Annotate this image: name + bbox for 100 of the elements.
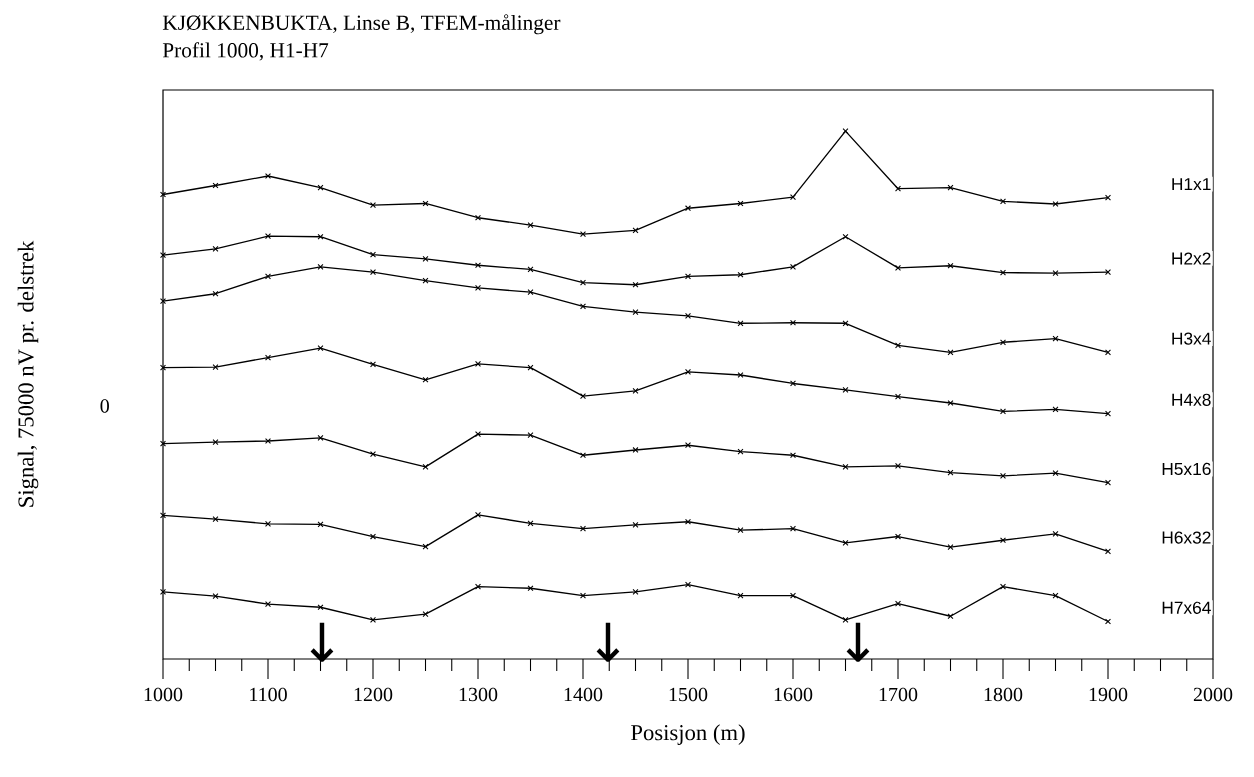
- point: [422, 255, 429, 262]
- point: [265, 354, 272, 361]
- point: [212, 593, 219, 600]
- point: [947, 399, 954, 406]
- point: [684, 518, 692, 525]
- point: [684, 312, 692, 319]
- point: [842, 616, 849, 623]
- text: H3x4: [1172, 332, 1211, 345]
- point: [789, 380, 797, 387]
- point: [737, 592, 744, 599]
- text: H1x1: [1172, 178, 1211, 191]
- point: [212, 516, 219, 523]
- point: [212, 245, 219, 252]
- point: [580, 279, 587, 286]
- point: [1052, 470, 1059, 477]
- point: [317, 604, 324, 611]
- text: H2x2: [1172, 252, 1211, 265]
- point: [999, 269, 1007, 276]
- point: [580, 393, 587, 400]
- point: [317, 521, 324, 528]
- point: [684, 273, 692, 280]
- point: [999, 537, 1007, 544]
- point: [842, 128, 849, 135]
- point: [475, 214, 482, 221]
- point: [894, 533, 902, 540]
- point: [317, 345, 324, 352]
- point: [422, 376, 429, 383]
- point: [265, 273, 272, 280]
- point: [737, 271, 744, 278]
- y-axis-title: Signal, 75000 nV pr. delstrek: [17, 240, 39, 507]
- point: [789, 263, 797, 270]
- point: [684, 581, 692, 588]
- point: [317, 434, 324, 441]
- chart-title: KJØKKENBUKTA, Linse B, TFEM-målinger: [162, 14, 561, 35]
- point: [1104, 269, 1112, 276]
- point: [947, 349, 954, 356]
- point: [999, 198, 1007, 205]
- text: H7x64: [1162, 601, 1211, 614]
- point: [737, 320, 744, 327]
- point: [370, 251, 377, 258]
- point: [580, 303, 587, 310]
- point: [527, 289, 534, 296]
- point: [527, 222, 534, 229]
- point: [894, 185, 902, 192]
- point: [527, 364, 534, 371]
- point: [317, 233, 324, 240]
- point: [475, 431, 482, 438]
- x-axis-title: Posisjon (m): [631, 724, 745, 745]
- x-tick-label: 1200: [354, 687, 393, 702]
- point: [475, 284, 482, 291]
- point: [894, 342, 902, 349]
- point: [894, 600, 902, 607]
- point: [1104, 618, 1112, 625]
- point: [265, 520, 272, 527]
- point: [737, 527, 744, 534]
- annotation: ↓: [310, 622, 334, 662]
- point: [1052, 592, 1059, 599]
- point: [894, 393, 902, 400]
- point: [789, 525, 797, 532]
- point: [632, 281, 639, 288]
- point: [212, 364, 219, 371]
- point: [580, 452, 587, 459]
- point: [684, 442, 692, 449]
- point: [632, 521, 639, 528]
- annotation: ↓: [596, 622, 620, 662]
- point: [1052, 335, 1059, 342]
- point: [842, 539, 849, 546]
- point: [632, 227, 639, 234]
- point: [160, 364, 167, 371]
- point: [947, 262, 954, 269]
- point: [370, 533, 377, 540]
- point: [580, 525, 587, 532]
- point: [370, 361, 377, 368]
- point: [999, 408, 1007, 415]
- point: [632, 309, 639, 316]
- point: [789, 319, 797, 326]
- annotation: ↓: [846, 622, 870, 662]
- point: [527, 585, 534, 592]
- point: [789, 452, 797, 459]
- point: [632, 387, 639, 394]
- point: [1052, 406, 1059, 413]
- point: [317, 184, 324, 191]
- point: [1104, 194, 1112, 201]
- point: [632, 588, 639, 595]
- x-tick-label: 1100: [250, 687, 287, 702]
- x-tick-label: 1600: [774, 687, 813, 702]
- point: [580, 592, 587, 599]
- chart-subtitle: Profil 1000, H1-H7: [162, 42, 329, 61]
- point: [789, 194, 797, 201]
- point: [160, 512, 167, 519]
- point: [160, 440, 167, 447]
- point: [1052, 530, 1059, 537]
- point: [475, 583, 482, 590]
- point: [212, 439, 219, 446]
- point: [1104, 410, 1112, 417]
- text: H6x32: [1162, 531, 1211, 544]
- point: [160, 252, 167, 259]
- point: [842, 233, 849, 240]
- point: [789, 592, 797, 599]
- point: [317, 263, 324, 270]
